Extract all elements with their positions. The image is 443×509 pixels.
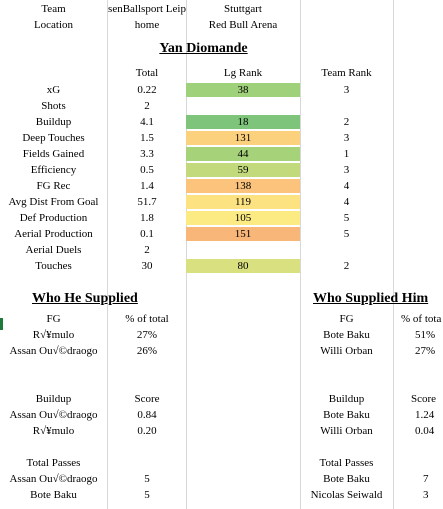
- stat-label: Efficiency: [30, 164, 77, 176]
- stat-lg-rank: [186, 243, 300, 257]
- stat-total: 3.3: [140, 148, 154, 160]
- stat-team-rank: 3: [343, 132, 350, 144]
- supplied-him-buildup-name: Willi Orban: [320, 425, 373, 437]
- supplied-fg-header: FG: [46, 313, 61, 325]
- supplied-fg-name: R√¥mulo: [32, 329, 75, 341]
- supplied-fg-value-header: % of total: [125, 313, 169, 325]
- stat-team-rank: 3: [343, 84, 350, 96]
- stat-lg-rank: 105: [186, 211, 300, 225]
- away-team: Stuttgart: [224, 3, 262, 15]
- stat-label: FG Rec: [36, 180, 71, 192]
- supplied-him-fg-value: 51%: [415, 329, 436, 341]
- supplied-him-buildup-value: 1.24: [415, 409, 435, 421]
- stat-total: 1.5: [140, 132, 154, 144]
- stat-lg-rank: 38: [186, 83, 300, 97]
- stat-team-rank: 4: [343, 196, 350, 208]
- stat-lg-rank: 138: [186, 179, 300, 193]
- supplied-fg-name: Assan Ou√©draogo: [9, 345, 98, 357]
- stat-lg-rank: 80: [186, 259, 300, 273]
- stat-team-rank: 2: [343, 260, 350, 272]
- team-label: Team: [41, 3, 66, 15]
- location-label: Location: [33, 19, 74, 31]
- col-total: Total: [135, 67, 159, 79]
- supplied-him-fg-header: FG: [339, 313, 354, 325]
- stat-total: 51.7: [137, 196, 157, 208]
- supplied-him-buildup-name: Bote Baku: [323, 409, 370, 421]
- supplied-him-passes-value: 3: [423, 489, 429, 501]
- stat-lg-rank: 119: [186, 195, 300, 209]
- stat-total: 0.22: [137, 84, 157, 96]
- gridline: [393, 0, 394, 509]
- supplied-him-buildup-header: Buildup: [328, 393, 365, 405]
- supplied-fg-value: 27%: [136, 329, 158, 341]
- stat-total: 1.8: [140, 212, 154, 224]
- supplied-fg-value: 26%: [136, 345, 158, 357]
- player-name: Yan Diomande: [159, 41, 248, 56]
- stat-label: Shots: [41, 100, 66, 112]
- who-supplied-him-title: Who Supplied Him: [313, 291, 429, 306]
- supplied-him-fg-name: Bote Baku: [323, 329, 370, 341]
- supplied-him-buildup-value-header: Score: [411, 393, 437, 405]
- col-lg-rank: Lg Rank: [223, 67, 263, 79]
- gridline: [186, 0, 187, 509]
- stat-lg-rank: 18: [186, 115, 300, 129]
- stat-label: Buildup: [35, 116, 72, 128]
- supplied-him-passes-name: Nicolas Seiwald: [310, 489, 383, 501]
- supplied-him-passes-header: Total Passes: [319, 457, 374, 469]
- stat-label: Aerial Duels: [25, 244, 82, 256]
- stat-team-rank: 3: [343, 164, 350, 176]
- supplied-passes-name: Assan Ou√©draogo: [9, 473, 98, 485]
- stat-total: 4.1: [140, 116, 154, 128]
- stat-total: 30: [141, 260, 153, 272]
- supplied-passes-value: 5: [144, 489, 150, 501]
- supplied-buildup-header: Buildup: [35, 393, 72, 405]
- row-selection-marker: [0, 318, 3, 330]
- stat-total: 0.5: [140, 164, 154, 176]
- supplied-him-fg-value: 27%: [415, 345, 436, 357]
- stat-total: 1.4: [140, 180, 154, 192]
- stat-total: 2: [144, 100, 150, 112]
- supplied-buildup-value-header: Score: [134, 393, 160, 405]
- stat-team-rank: 5: [343, 212, 350, 224]
- supplied-him-fg-value-header: % of tota: [401, 313, 442, 325]
- supplied-buildup-value: 0.20: [137, 425, 157, 437]
- stat-label: Aerial Production: [14, 228, 93, 240]
- col-team-rank: Team Rank: [321, 67, 372, 79]
- stat-team-rank: 4: [343, 180, 350, 192]
- stat-lg-rank: [186, 99, 300, 113]
- supplied-buildup-name: R√¥mulo: [32, 425, 75, 437]
- supplied-buildup-name: Assan Ou√©draogo: [9, 409, 98, 421]
- stat-total: 2: [144, 244, 150, 256]
- stat-team-rank: 5: [343, 228, 350, 240]
- who-he-supplied-title: Who He Supplied: [32, 291, 138, 306]
- stat-team-rank: 2: [343, 116, 350, 128]
- stat-label: Def Production: [19, 212, 88, 224]
- stat-team-rank: 1: [343, 148, 350, 160]
- gridline: [107, 0, 108, 509]
- stat-lg-rank: 44: [186, 147, 300, 161]
- supplied-him-passes-value: 7: [423, 473, 429, 485]
- stat-total: 0.1: [140, 228, 154, 240]
- home-location: home: [134, 19, 160, 31]
- supplied-him-buildup-value: 0.04: [415, 425, 435, 437]
- stat-lg-rank: 151: [186, 227, 300, 241]
- stat-label: xG: [46, 84, 61, 96]
- away-location: Red Bull Arena: [208, 19, 278, 31]
- stat-label: Avg Dist From Goal: [8, 196, 99, 208]
- home-team: senBallsport Leip: [108, 3, 186, 15]
- supplied-him-fg-name: Willi Orban: [320, 345, 373, 357]
- stat-lg-rank: 59: [186, 163, 300, 177]
- stat-lg-rank: 131: [186, 131, 300, 145]
- supplied-passes-name: Bote Baku: [30, 489, 77, 501]
- supplied-passes-header: Total Passes: [26, 457, 81, 469]
- stat-label: Fields Gained: [22, 148, 85, 160]
- gridline: [300, 0, 301, 509]
- supplied-passes-value: 5: [144, 473, 150, 485]
- stat-label: Deep Touches: [22, 132, 85, 144]
- supplied-him-passes-name: Bote Baku: [323, 473, 370, 485]
- who-supplied-him-panel: Who Supplied Him FG % of tota Bote Baku …: [300, 0, 443, 509]
- stat-label: Touches: [35, 260, 72, 272]
- supplied-buildup-value: 0.84: [137, 409, 157, 421]
